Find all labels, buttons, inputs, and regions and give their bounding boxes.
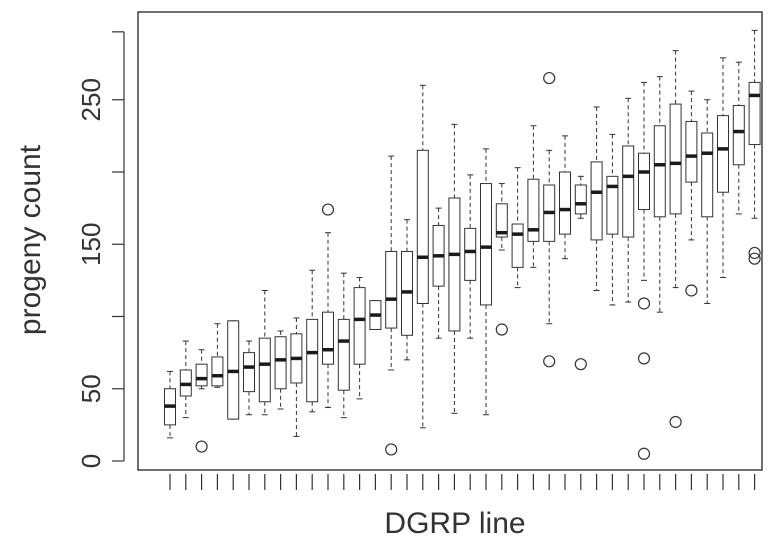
box-body [274, 336, 287, 390]
box-10 [306, 269, 319, 413]
x-axis-title: DGRP line [384, 507, 525, 540]
box-11 [321, 203, 335, 409]
box-9 [290, 317, 303, 437]
box-34 [685, 90, 698, 297]
outlier-point [748, 252, 761, 265]
y-axis: 0 50 150 250 [76, 31, 125, 468]
box-body [416, 149, 429, 304]
box-body [385, 250, 398, 329]
box-26 [559, 135, 571, 260]
outlier-point [637, 297, 651, 310]
box-29 [606, 133, 619, 306]
box-22 [495, 183, 508, 336]
outlier-point [685, 284, 698, 297]
outlier-point [669, 415, 682, 429]
box-27 [574, 175, 587, 371]
box-body [527, 178, 540, 242]
plot-frame [137, 11, 763, 471]
box-14 [369, 300, 382, 331]
box-28 [590, 106, 603, 291]
box-body [448, 197, 461, 332]
box-3 [195, 349, 208, 453]
box-17 [416, 84, 429, 429]
outlier-point [495, 323, 508, 336]
outlier-point [321, 203, 335, 216]
box-body [495, 203, 508, 238]
box-7 [258, 289, 271, 416]
box-6 [243, 340, 255, 416]
box-body [211, 356, 224, 387]
box-body [480, 183, 492, 306]
box-body [337, 318, 350, 391]
box-20 [464, 174, 477, 339]
box-8 [274, 330, 287, 410]
box-series [164, 29, 761, 460]
box-5 [227, 320, 240, 420]
box-body [574, 184, 587, 215]
box-body [559, 171, 571, 235]
box-body [653, 125, 666, 218]
outlier-point [574, 358, 587, 371]
box-35 [701, 99, 714, 304]
box-body [701, 132, 714, 218]
box-13 [353, 276, 366, 400]
outlier-point [637, 447, 651, 460]
outlier-point [543, 355, 556, 368]
box-25 [543, 71, 556, 368]
box-38 [748, 29, 761, 265]
y-tick-label: 150 [76, 223, 106, 266]
box-32 [653, 76, 666, 313]
box-body [685, 120, 698, 183]
outlier-point [385, 443, 398, 456]
box-18 [432, 207, 445, 339]
y-axis-title: progeny count [14, 144, 47, 335]
box-body [464, 227, 477, 281]
box-body [638, 152, 650, 211]
box-15 [385, 155, 398, 456]
outlier-point [748, 246, 761, 260]
box-23 [511, 167, 524, 289]
box-body [243, 352, 255, 393]
box-30 [622, 97, 635, 303]
box-body [717, 115, 729, 193]
box-37 [732, 61, 745, 215]
box-body [353, 287, 366, 365]
box-body [195, 363, 208, 387]
box-16 [401, 219, 413, 361]
box-1 [164, 370, 176, 439]
y-tick-label: 250 [76, 78, 106, 121]
box-36 [717, 57, 729, 278]
box-12 [337, 272, 350, 419]
box-body [258, 337, 271, 403]
box-body [748, 81, 761, 146]
box-4 [211, 323, 224, 388]
box-body [511, 223, 524, 268]
box-21 [480, 148, 492, 416]
y-tick-label: 0 [76, 454, 106, 468]
box-body [669, 103, 682, 215]
box-body [322, 311, 334, 365]
box-body [590, 161, 603, 241]
box-body [606, 175, 619, 235]
x-axis [169, 474, 756, 490]
y-tick-label: 50 [76, 374, 106, 403]
outlier-point [543, 71, 556, 85]
box-33 [669, 50, 682, 429]
box-24 [527, 125, 540, 268]
outlier-point [195, 440, 208, 453]
box-31 [637, 81, 651, 460]
box-body [622, 145, 635, 238]
box-19 [448, 123, 461, 414]
box-body [732, 105, 745, 166]
box-body [306, 318, 319, 403]
outlier-point [637, 352, 651, 365]
box-2 [179, 340, 192, 419]
